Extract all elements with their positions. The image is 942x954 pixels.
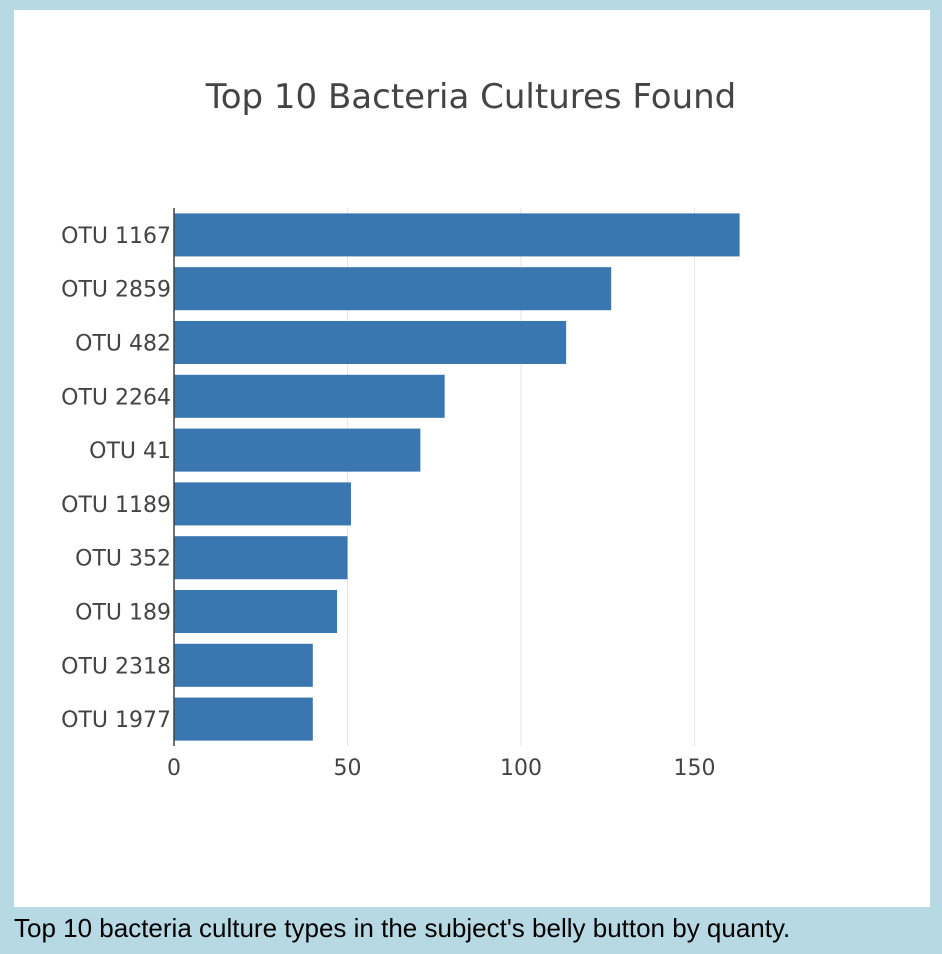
bar[interactable]	[174, 320, 567, 365]
y-tick-label: OTU 1189	[61, 493, 171, 518]
chart-title: Top 10 Bacteria Cultures Found	[205, 77, 737, 117]
bar[interactable]	[174, 213, 740, 257]
bar[interactable]	[174, 428, 421, 472]
x-axis-tick-labels: 0 50 100 150	[167, 756, 716, 781]
bar[interactable]	[174, 482, 351, 526]
bar[interactable]	[174, 643, 313, 687]
y-tick-label: OTU 189	[75, 601, 171, 626]
y-tick-label: OTU 41	[89, 439, 171, 464]
y-tick-label: OTU 2859	[61, 278, 171, 303]
bar[interactable]	[174, 589, 338, 634]
x-tick-label: 100	[500, 756, 542, 781]
y-tick-label: OTU 2318	[61, 654, 171, 679]
x-tick-label: 150	[674, 756, 716, 781]
y-axis-tick-labels: OTU 1167 OTU 2859 OTU 482 OTU 2264 OTU 41 OTU…	[61, 224, 171, 733]
y-tick-label: OTU 352	[75, 547, 171, 572]
bar[interactable]	[174, 374, 445, 418]
y-tick-label: OTU 2264	[61, 385, 171, 410]
y-tick-label: OTU 482	[75, 332, 171, 357]
bar[interactable]	[174, 536, 348, 580]
x-tick-label: 0	[167, 756, 181, 781]
bar[interactable]	[174, 267, 612, 311]
x-tick-label: 50	[334, 756, 362, 781]
bars	[174, 213, 740, 741]
chart-caption: Top 10 bacteria culture types in the sub…	[14, 913, 791, 943]
chart-panel	[14, 10, 930, 907]
bar[interactable]	[174, 697, 313, 741]
y-tick-label: OTU 1977	[61, 708, 171, 733]
y-tick-label: OTU 1167	[61, 224, 171, 249]
